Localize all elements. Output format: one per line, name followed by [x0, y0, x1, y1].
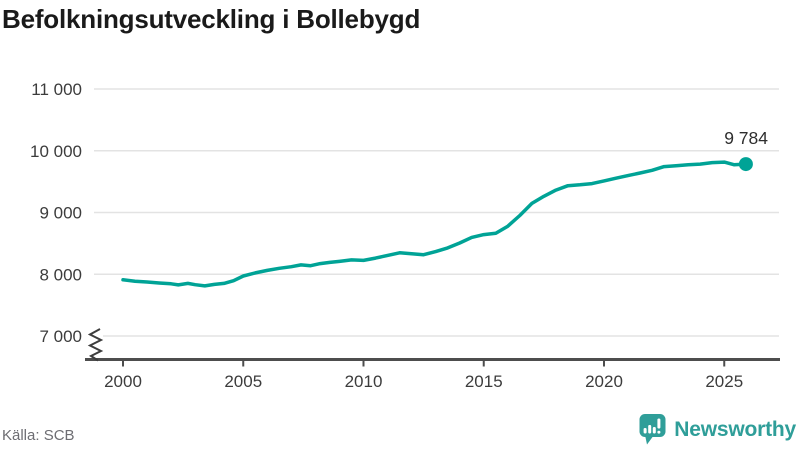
newsworthy-chart-bubble-icon	[639, 414, 666, 445]
x-tick-label: 2000	[104, 372, 142, 391]
population-series-line	[121, 160, 748, 288]
x-tick-label: 2025	[705, 372, 743, 391]
latest-value-label: 9 784	[724, 128, 768, 148]
x-tick-label: 2020	[585, 372, 623, 391]
x-tick-label: 2005	[224, 372, 262, 391]
chart-title: Befolkningsutveckling i Bollebygd	[2, 4, 421, 34]
y-tick-label: 9 000	[39, 204, 82, 223]
latest-value-dot	[738, 157, 753, 172]
y-axis-break-squiggle	[87, 328, 104, 362]
y-tick-label: 8 000	[39, 265, 82, 284]
brand-name: Newsworthy	[674, 417, 796, 441]
y-tick-label: 7 000	[39, 327, 82, 346]
y-tick-label: 11 000	[31, 80, 82, 99]
x-tick-label: 2015	[465, 372, 503, 391]
newsworthy-logo[interactable]: Newsworthy	[639, 414, 796, 445]
y-tick-label: 10 000	[30, 142, 82, 161]
x-tick-label: 2010	[345, 372, 383, 391]
source-note: Källa: SCB	[2, 427, 75, 444]
